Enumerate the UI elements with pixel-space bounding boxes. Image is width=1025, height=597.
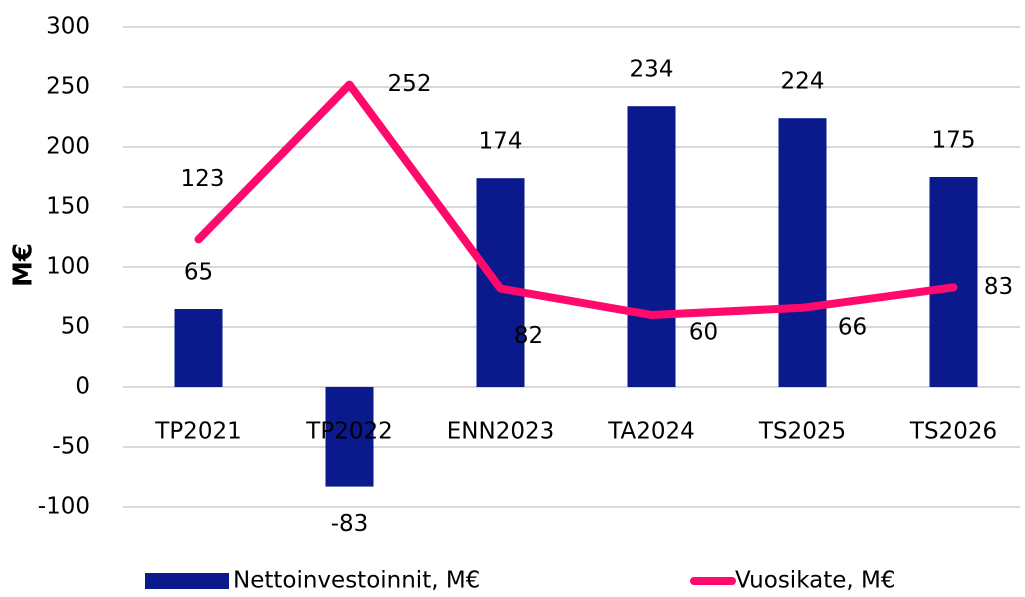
x-tick-label: TA2024 — [607, 419, 695, 445]
x-tick-label: TP2022 — [305, 419, 392, 445]
data-label: 60 — [689, 320, 718, 346]
y-tick-label: 50 — [61, 314, 90, 340]
x-tick-label: ENN2023 — [447, 419, 554, 445]
bar — [929, 177, 978, 387]
y-tick-label: 300 — [46, 14, 90, 40]
y-tick-label: 100 — [46, 254, 90, 280]
x-tick-label: TS2025 — [758, 419, 846, 445]
bar — [325, 387, 374, 487]
bar — [174, 309, 223, 387]
bar — [627, 106, 676, 387]
y-tick-label: -100 — [38, 494, 90, 520]
x-tick-label: TP2021 — [154, 419, 241, 445]
data-label: 175 — [932, 128, 976, 154]
data-label: 66 — [838, 314, 867, 340]
line — [194, 80, 958, 319]
legend-swatch — [145, 573, 229, 589]
y-tick-label: 150 — [46, 194, 90, 220]
y-tick-label: 0 — [75, 374, 90, 400]
y-tick-label: 200 — [46, 134, 90, 160]
data-label: 82 — [514, 323, 543, 349]
y-tick-label: -50 — [52, 434, 90, 460]
data-label: 234 — [630, 57, 674, 83]
data-label: 65 — [184, 260, 213, 286]
data-label: 224 — [781, 69, 825, 95]
data-label: 174 — [479, 129, 523, 155]
data-label: -83 — [331, 511, 369, 537]
data-label: 252 — [388, 71, 432, 97]
data-label: 123 — [181, 166, 225, 192]
legend-label: Vuosikate, M€ — [735, 568, 895, 594]
x-tick-label: TS2026 — [909, 419, 997, 445]
y-axis-title: M€ — [9, 243, 39, 287]
bar — [778, 118, 827, 387]
data-label: 83 — [984, 274, 1013, 300]
y-tick-label: 250 — [46, 74, 90, 100]
legend-label: Nettoinvestoinnit, M€ — [233, 568, 480, 594]
